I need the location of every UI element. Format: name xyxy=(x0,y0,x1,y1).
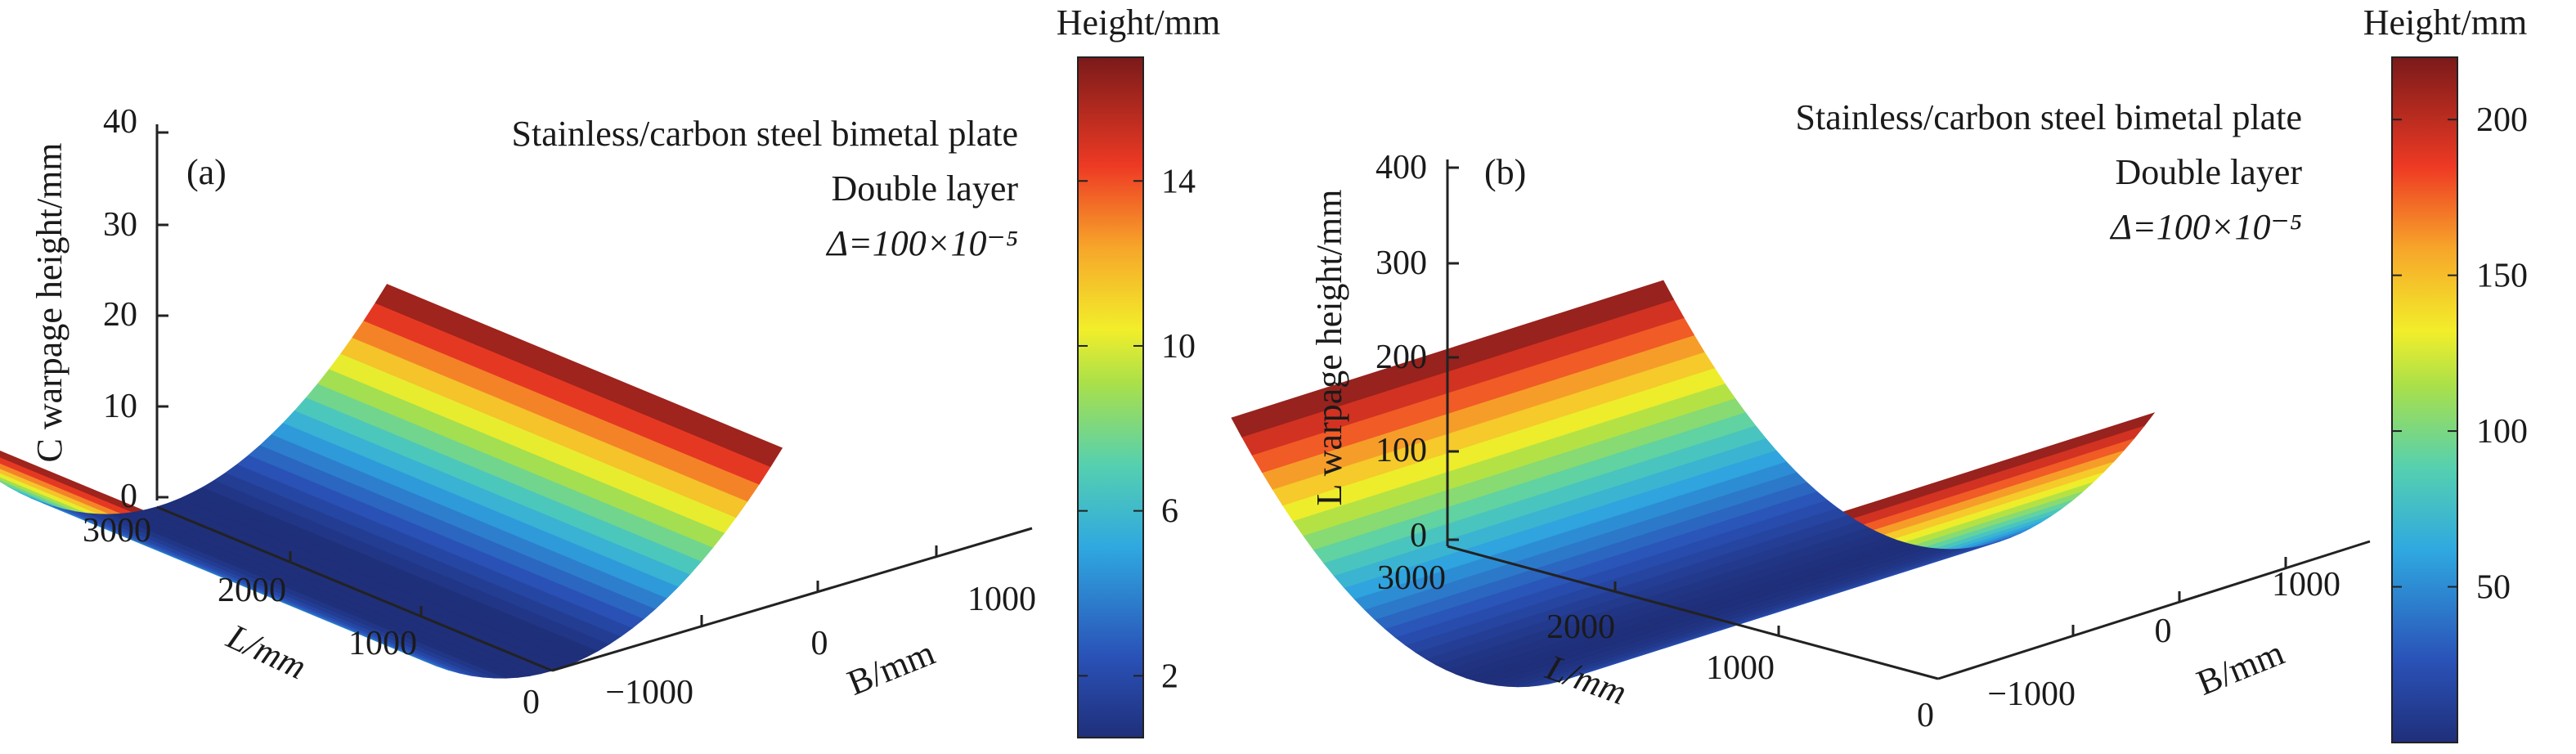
y-tick-label: 1000 xyxy=(967,581,1036,618)
annotation: Stainless/carbon steel bimetal plate xyxy=(512,114,1018,154)
y-tick-label: 0 xyxy=(2155,613,2172,650)
y-axis-title: B/mm xyxy=(841,632,940,703)
x-tick-label: 1000 xyxy=(348,625,417,662)
surface-band xyxy=(1231,280,1675,438)
colorbar-tick-label: 6 xyxy=(1161,493,1178,531)
z-tick-label: 0 xyxy=(1410,517,1427,554)
y-tick-label: 0 xyxy=(811,625,828,662)
x-tick-label: 3000 xyxy=(83,512,151,550)
y-tick-label: −1000 xyxy=(605,674,693,711)
z-tick-label: 200 xyxy=(1376,339,1427,376)
panel-a: 0 10 20 30 40 3000 2000 1000 0 L/mm −100… xyxy=(0,2,1220,738)
x-tick-label: 0 xyxy=(1917,697,1934,734)
surface-a xyxy=(0,284,783,679)
z-tick-label: 40 xyxy=(103,103,137,141)
colorbar-tick-label: 150 xyxy=(2476,258,2528,295)
y-axis-title: B/mm xyxy=(2191,632,2289,703)
z-axis-title: C warpage height/mm xyxy=(29,142,70,462)
annotation: Double layer xyxy=(832,168,1019,209)
x-tick-label: 2000 xyxy=(1546,608,1615,646)
z-tick-label: 300 xyxy=(1376,245,1427,282)
panel-label: (b) xyxy=(1484,152,1526,192)
colorbar-ticks-a: 2 6 10 14 xyxy=(1078,163,1196,695)
l-axis-a xyxy=(156,505,553,672)
colorbar-tick-label: 100 xyxy=(2476,413,2528,451)
annotation: Δ=100×10⁻⁵ xyxy=(2109,207,2302,247)
z-ticks-b xyxy=(1447,166,1459,541)
z-tick-label: 20 xyxy=(103,296,137,334)
z-tick-label: 100 xyxy=(1376,432,1427,469)
colorbar-tick-label: 14 xyxy=(1161,163,1196,200)
x-axis-title: L/mm xyxy=(220,616,312,687)
colorbar-title: Height/mm xyxy=(1057,2,1220,43)
colorbar-b xyxy=(2391,56,2458,743)
colorbar-tick-label: 200 xyxy=(2476,101,2528,139)
colorbar-tick-label: 2 xyxy=(1161,658,1178,695)
z-tick-label: 0 xyxy=(120,478,137,515)
z-tick-label: 10 xyxy=(103,388,137,425)
colorbar-title: Height/mm xyxy=(2363,2,2527,43)
x-tick-label: 1000 xyxy=(1706,649,1775,687)
b-axis-b xyxy=(1937,540,2371,680)
y-tick-label: −1000 xyxy=(1987,675,2076,713)
y-tick-label: 1000 xyxy=(2272,566,2340,604)
panel-label: (a) xyxy=(186,152,227,192)
colorbar-tick-label: 10 xyxy=(1161,328,1196,366)
colorbar-ticks-b: 50 100 150 200 xyxy=(2392,101,2528,607)
surface-band xyxy=(375,284,783,468)
z-ticks-a xyxy=(157,131,168,499)
z-axis-title: L warpage height/mm xyxy=(1309,190,1349,506)
x-tick-label: 3000 xyxy=(1377,559,1446,597)
x-tick-label: 2000 xyxy=(218,572,286,609)
annotation: Double layer xyxy=(2116,152,2303,192)
panel-b: 0 100 200 300 400 3000 2000 1000 0 L/mm … xyxy=(1231,2,2528,743)
z-tick-label: 400 xyxy=(1376,149,1427,186)
b-axis-a xyxy=(551,527,1033,672)
surface-b xyxy=(1231,280,2156,688)
l-axis-b xyxy=(1447,545,1939,680)
colorbar-a xyxy=(1077,56,1144,738)
colorbar-tick-label: 50 xyxy=(2476,569,2511,607)
annotation: Δ=100×10⁻⁵ xyxy=(825,223,1018,263)
z-tick-label: 30 xyxy=(103,206,137,244)
x-tick-label: 0 xyxy=(523,684,540,721)
annotation: Stainless/carbon steel bimetal plate xyxy=(1796,97,2302,137)
